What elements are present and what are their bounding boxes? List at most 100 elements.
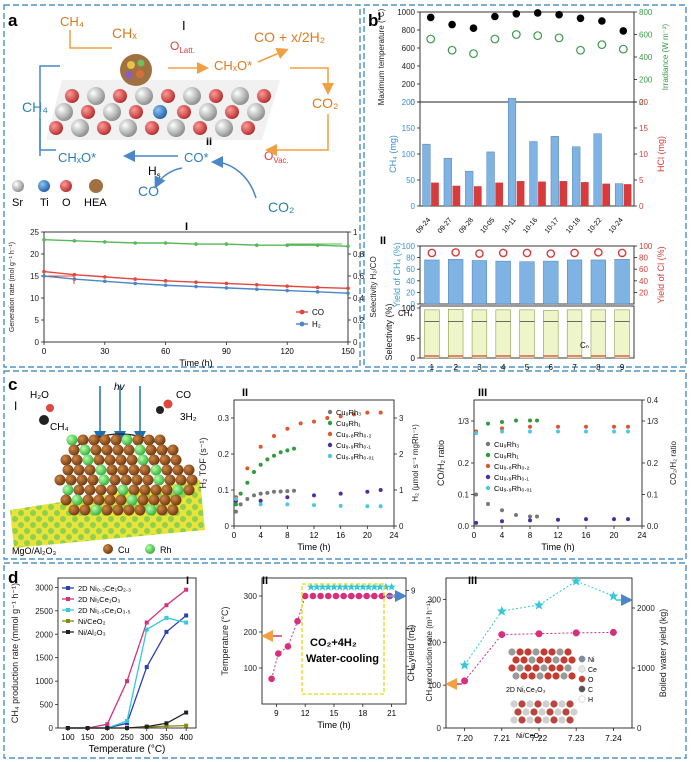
b-i-irradiance-point xyxy=(533,31,543,41)
c-iii-point xyxy=(626,424,630,429)
label-3h2: 3H₂ xyxy=(180,412,197,423)
inset-atom xyxy=(510,716,518,724)
a-iii-x-tick-label: 0 xyxy=(42,347,47,356)
d-ii-rate-point xyxy=(376,582,385,591)
a-iii-point xyxy=(346,286,350,291)
inset-legend-swatch xyxy=(578,695,586,703)
b-mid-hcl-bar xyxy=(623,184,632,206)
a-iii-point xyxy=(285,288,290,293)
a-iii-x-tick-label: 120 xyxy=(281,347,295,356)
c-ii-point xyxy=(292,446,296,451)
c-ii-point xyxy=(272,489,276,494)
b-i-ylabel: Maximum temperature (°C) xyxy=(377,8,386,105)
cu-atom xyxy=(93,454,105,466)
d-ii-rate-point xyxy=(370,582,379,591)
cu-atom xyxy=(139,464,151,476)
b-ii-cl-yield-point xyxy=(522,248,532,258)
b-i-irradiance-point xyxy=(618,44,628,54)
h2o-molecule xyxy=(46,404,54,412)
cu-atom xyxy=(84,464,96,476)
slab-atom xyxy=(209,89,223,103)
d-i-point xyxy=(125,679,129,684)
c-iii-point xyxy=(528,429,532,434)
c-ii-point xyxy=(265,457,270,462)
b-ii-selectivity-bar xyxy=(519,309,535,359)
arrow-to-co2 xyxy=(290,67,334,95)
c-ii-point xyxy=(298,421,303,426)
b-i-irradiance-point xyxy=(511,30,521,39)
label-cu: Cu xyxy=(118,545,130,555)
roman-a-mid: II xyxy=(206,136,212,148)
d-ii-y-tick-label: 300 xyxy=(244,592,258,601)
d-i-axes: 100 150 200 250 300 350 400 0 500 1000 1500 2000 250… xyxy=(10,577,197,755)
a-iii-series-line xyxy=(43,275,349,294)
c-ii-point xyxy=(278,450,283,455)
c-ii-point xyxy=(258,502,263,507)
a-iii-point xyxy=(163,279,168,283)
slab-atom xyxy=(145,121,159,135)
cu-atom xyxy=(128,484,140,496)
inset-atom xyxy=(528,672,536,680)
rh-atom xyxy=(62,484,74,496)
b-ii-category-label: 1 xyxy=(430,363,435,372)
cu-atom xyxy=(115,494,127,506)
inset-atom xyxy=(524,664,532,672)
c-iii-legend-marker xyxy=(485,452,491,458)
inset-atom xyxy=(544,656,552,664)
rh-atom xyxy=(95,464,107,476)
cu-atom xyxy=(167,504,179,516)
c-iii-point xyxy=(556,424,560,429)
b-i-yr-tick-label: 400 xyxy=(639,53,653,62)
a-iii-point xyxy=(163,283,168,288)
d-ii-rate-point xyxy=(324,582,333,591)
d-i-point xyxy=(164,724,169,729)
c-iii-point xyxy=(486,501,490,506)
inset-atom xyxy=(534,716,542,724)
species-hs: Hs xyxy=(148,164,161,180)
cu-atom xyxy=(95,484,107,496)
c-iii-legend-marker xyxy=(485,474,491,480)
a-iii-point xyxy=(42,269,46,274)
b-ii-yield-bar xyxy=(590,259,606,305)
d-iii-x-tick-label: 7.24 xyxy=(605,733,622,743)
d-iii-water-point xyxy=(608,591,619,601)
d-ii-rate-point xyxy=(364,582,373,591)
b-ii-yield-bar xyxy=(424,259,440,305)
a-iii-yr-tick-label: 0.8 xyxy=(353,250,365,259)
b-i-temperature-point xyxy=(533,9,542,17)
a-iii-point xyxy=(254,287,259,292)
b-mid-hcl-bar xyxy=(473,186,482,206)
species-o-vac: OVac. xyxy=(264,149,289,165)
cu-atom xyxy=(145,444,157,456)
co-molecule xyxy=(163,399,173,409)
d-i-x-tick-label: 100 xyxy=(61,733,75,742)
c-ii-point xyxy=(258,462,263,467)
cu-atom xyxy=(104,494,116,506)
d-i-x-tick-label: 200 xyxy=(101,733,115,742)
inset-atom xyxy=(566,716,574,724)
d-ii-temperature-point xyxy=(340,592,347,600)
panel-a-frame xyxy=(3,4,361,368)
d-i-y-tick-label: 2000 xyxy=(35,630,53,639)
c-ii-point xyxy=(352,412,356,417)
slab-atom xyxy=(135,87,153,105)
rh-atom xyxy=(98,474,110,486)
b-mid-category-label: 10-18 xyxy=(565,217,582,235)
c-iii-x-tick-label: 8 xyxy=(528,531,533,540)
cu-atom xyxy=(101,444,113,456)
b-ii-y-tick-label: 80 xyxy=(406,254,415,263)
c-ii-xlabel: Time (h) xyxy=(297,542,330,552)
b-i-temperature-point xyxy=(426,13,435,22)
c-iii-point xyxy=(528,518,532,523)
d-i-point xyxy=(164,721,169,726)
b-ii-category-label: 6 xyxy=(549,363,554,372)
arrow-co2-to-co xyxy=(211,156,257,199)
d-ii-temperature-point xyxy=(284,643,292,650)
slab-atom xyxy=(161,89,175,103)
cu-atom xyxy=(183,464,195,476)
b-ii-cl-yield-point xyxy=(570,248,579,258)
c-iii-point xyxy=(500,429,504,434)
slab-atom xyxy=(199,103,217,121)
d-i-point xyxy=(184,587,189,592)
b-ii-selectivity-bar xyxy=(590,309,606,359)
